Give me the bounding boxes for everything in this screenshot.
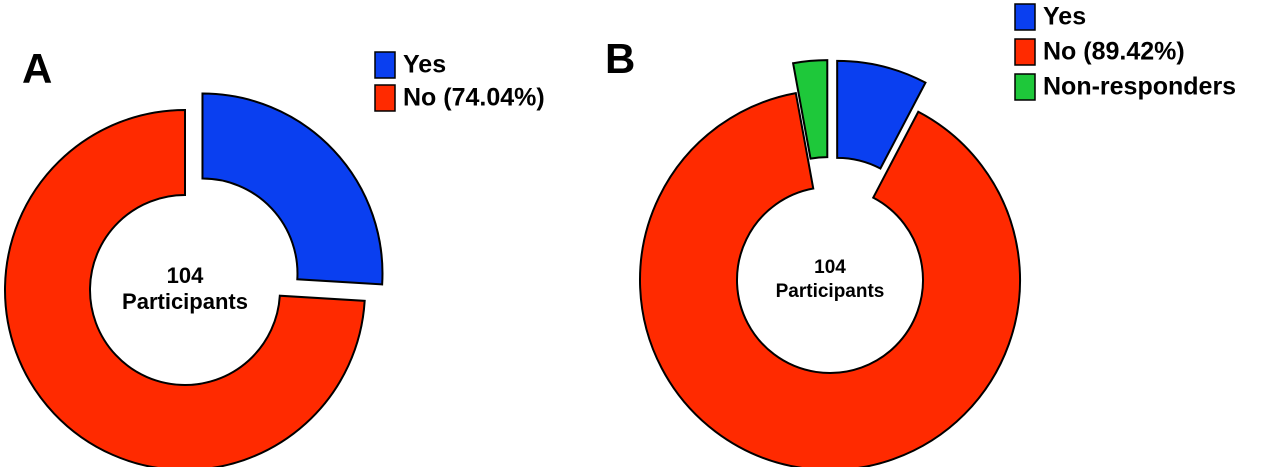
legend-label: No (89.42%) xyxy=(1043,38,1185,66)
panel-label: B xyxy=(605,35,635,82)
panel-label: A xyxy=(22,45,52,92)
slice xyxy=(638,91,1021,467)
slice xyxy=(4,108,366,467)
legend-swatch xyxy=(374,84,396,112)
center-label: 104 xyxy=(814,257,846,278)
legend-label: Yes xyxy=(1043,3,1086,31)
legend-swatch xyxy=(1014,73,1036,101)
legend-swatch xyxy=(1014,38,1036,66)
legend-label: Yes xyxy=(403,51,446,79)
legend-label: Non-responders xyxy=(1043,73,1236,101)
slice xyxy=(836,59,927,170)
legend-label: No (74.04%) xyxy=(403,84,545,112)
center-label: Participants xyxy=(122,289,248,314)
legend-swatch xyxy=(1014,3,1036,31)
legend-swatch xyxy=(374,51,396,79)
center-label: Participants xyxy=(776,281,885,302)
center-label: 104 xyxy=(167,263,204,288)
slice xyxy=(791,59,829,160)
slice xyxy=(201,92,384,286)
